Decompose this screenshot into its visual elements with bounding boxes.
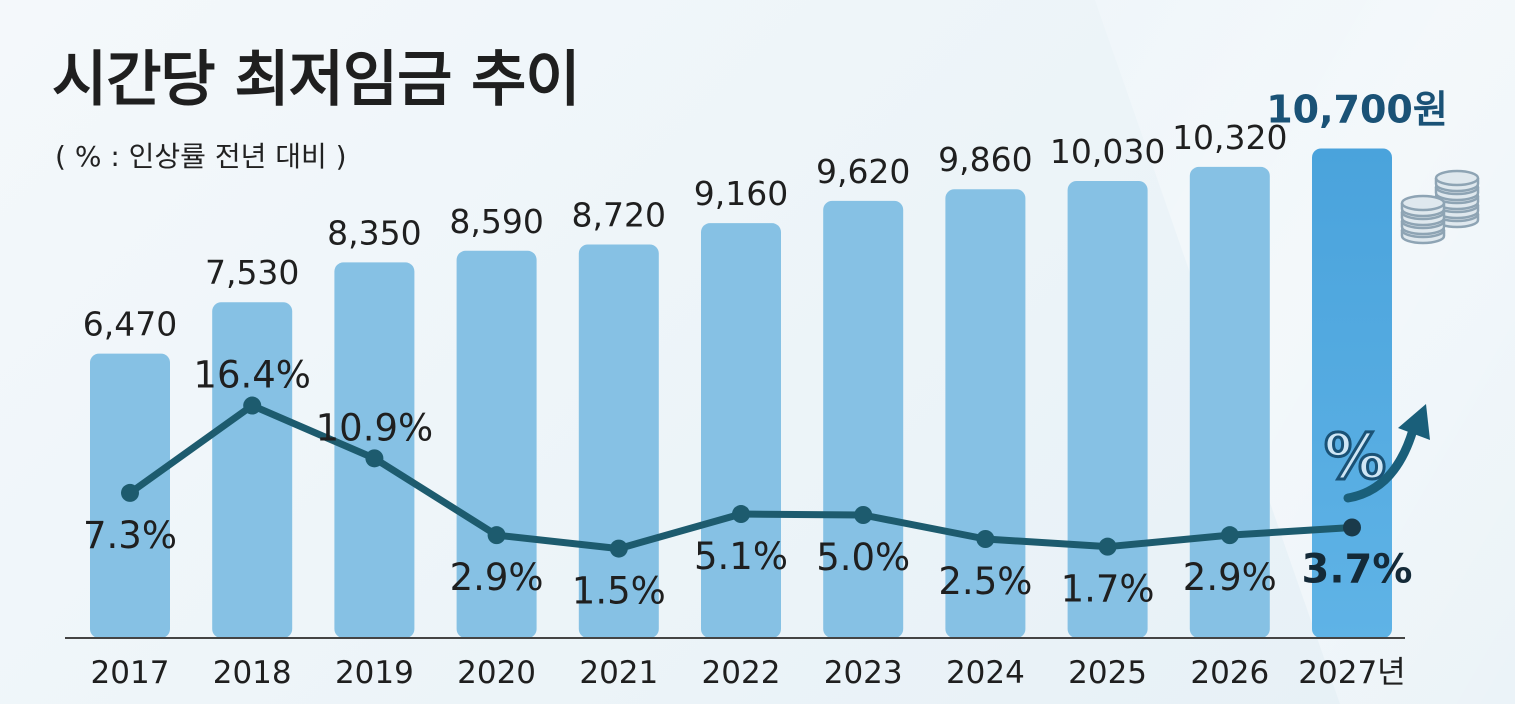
growth-rate-label: 16.4% [193,354,311,397]
growth-rate-label: 5.0% [816,536,910,579]
growth-rate-label: 1.5% [572,570,666,613]
x-tick-label: 2023 [824,655,903,691]
bar-value-label: 9,620 [816,152,910,191]
bar [823,200,904,638]
x-tick-label: 2024 [946,655,1025,691]
bar-value-label: 9,160 [694,174,788,213]
bar [945,189,1026,638]
growth-rate-point [243,396,262,415]
bar [456,250,537,638]
x-tick-label: 2026 [1190,655,1269,691]
bar [1067,180,1148,638]
bar-value-label: 8,590 [449,202,543,241]
percent-symbol-icon: % [1324,420,1386,493]
growth-rate-label: 2.9% [450,556,544,599]
bar-value-label: 9,860 [938,140,1032,179]
bar-value-label: 10,320 [1172,118,1287,157]
bar [701,223,781,638]
x-tick-label: 2022 [702,655,781,691]
x-tick-label: 2020 [457,655,536,691]
growth-rate-label: 2.9% [1183,556,1277,599]
bar-value-label: 7,530 [205,253,299,292]
bar-value-label: 6,470 [83,305,177,344]
growth-rate-point [1098,537,1117,556]
arrow-up-right-icon [1343,425,1418,503]
growth-rate-point [732,505,750,524]
growth-rate-point [1343,518,1361,537]
bar [1189,166,1270,638]
growth-rate-label: 3.7% [1302,546,1413,592]
growth-rate-point [976,530,995,548]
x-tick-label: 2027년 [1298,655,1405,691]
bar-value-label-highlight: 10,700원 [1266,87,1448,131]
growth-rate-label: 2.5% [938,560,1032,603]
growth-rate-label: 10.9% [316,406,434,449]
growth-rate-label: 1.7% [1061,568,1155,611]
growth-rate-point [487,526,506,545]
growth-rate-point [854,506,873,524]
x-tick-label: 2021 [579,655,658,691]
coin-top [1434,169,1480,187]
growth-rate-point [609,539,628,558]
chart-title: 시간당 최저임금 추이 [52,45,581,115]
coins-icon [1395,160,1485,250]
bar-highlight [1312,148,1392,638]
chart-subtitle: ( % : 인상률 전년 대비 ) [55,140,347,173]
growth-rate-label: 5.1% [694,535,788,578]
x-tick-label: 2017 [91,655,170,691]
growth-rate-label: 7.3% [83,514,177,557]
coin-top [1400,194,1446,212]
x-tick-label: 2018 [213,655,292,691]
growth-rate-point [365,449,384,468]
arrow-head-icon [1398,404,1430,440]
bar-value-label: 8,720 [572,195,666,234]
bar [212,302,293,638]
growth-rate-point [121,483,139,502]
bar-value-label: 8,350 [327,213,421,252]
x-tick-label: 2025 [1068,655,1147,691]
x-tick-label: 2019 [335,655,414,691]
bar-value-label: 10,030 [1050,132,1165,171]
growth-rate-point [1220,526,1239,545]
